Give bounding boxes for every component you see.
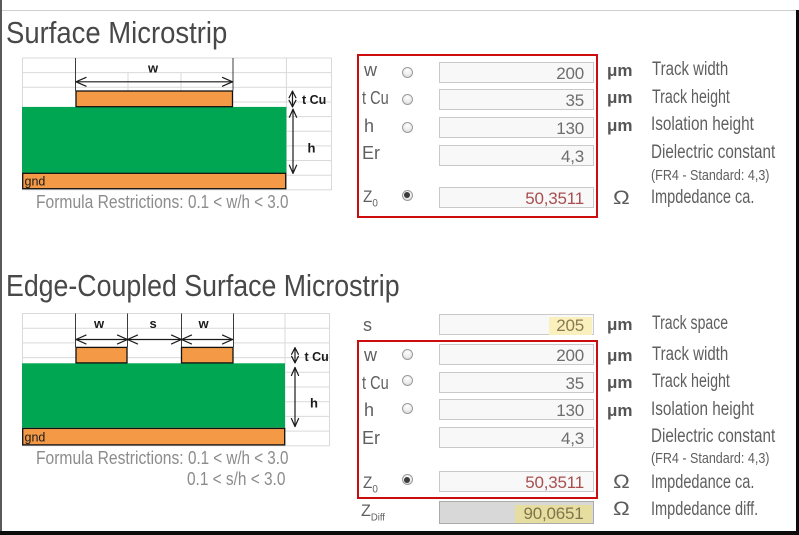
- svg-text:h: h: [308, 141, 316, 156]
- svg-text:t Cu: t Cu: [305, 350, 329, 364]
- svg-text:t Cu: t Cu: [302, 93, 326, 107]
- svg-text:gnd: gnd: [25, 431, 46, 445]
- svg-text:gnd: gnd: [25, 174, 46, 188]
- svg-text:s: s: [150, 316, 157, 331]
- svg-text:w: w: [147, 61, 159, 76]
- svg-text:w: w: [198, 316, 210, 331]
- svg-text:h: h: [310, 396, 318, 411]
- svg-text:w: w: [93, 316, 105, 331]
